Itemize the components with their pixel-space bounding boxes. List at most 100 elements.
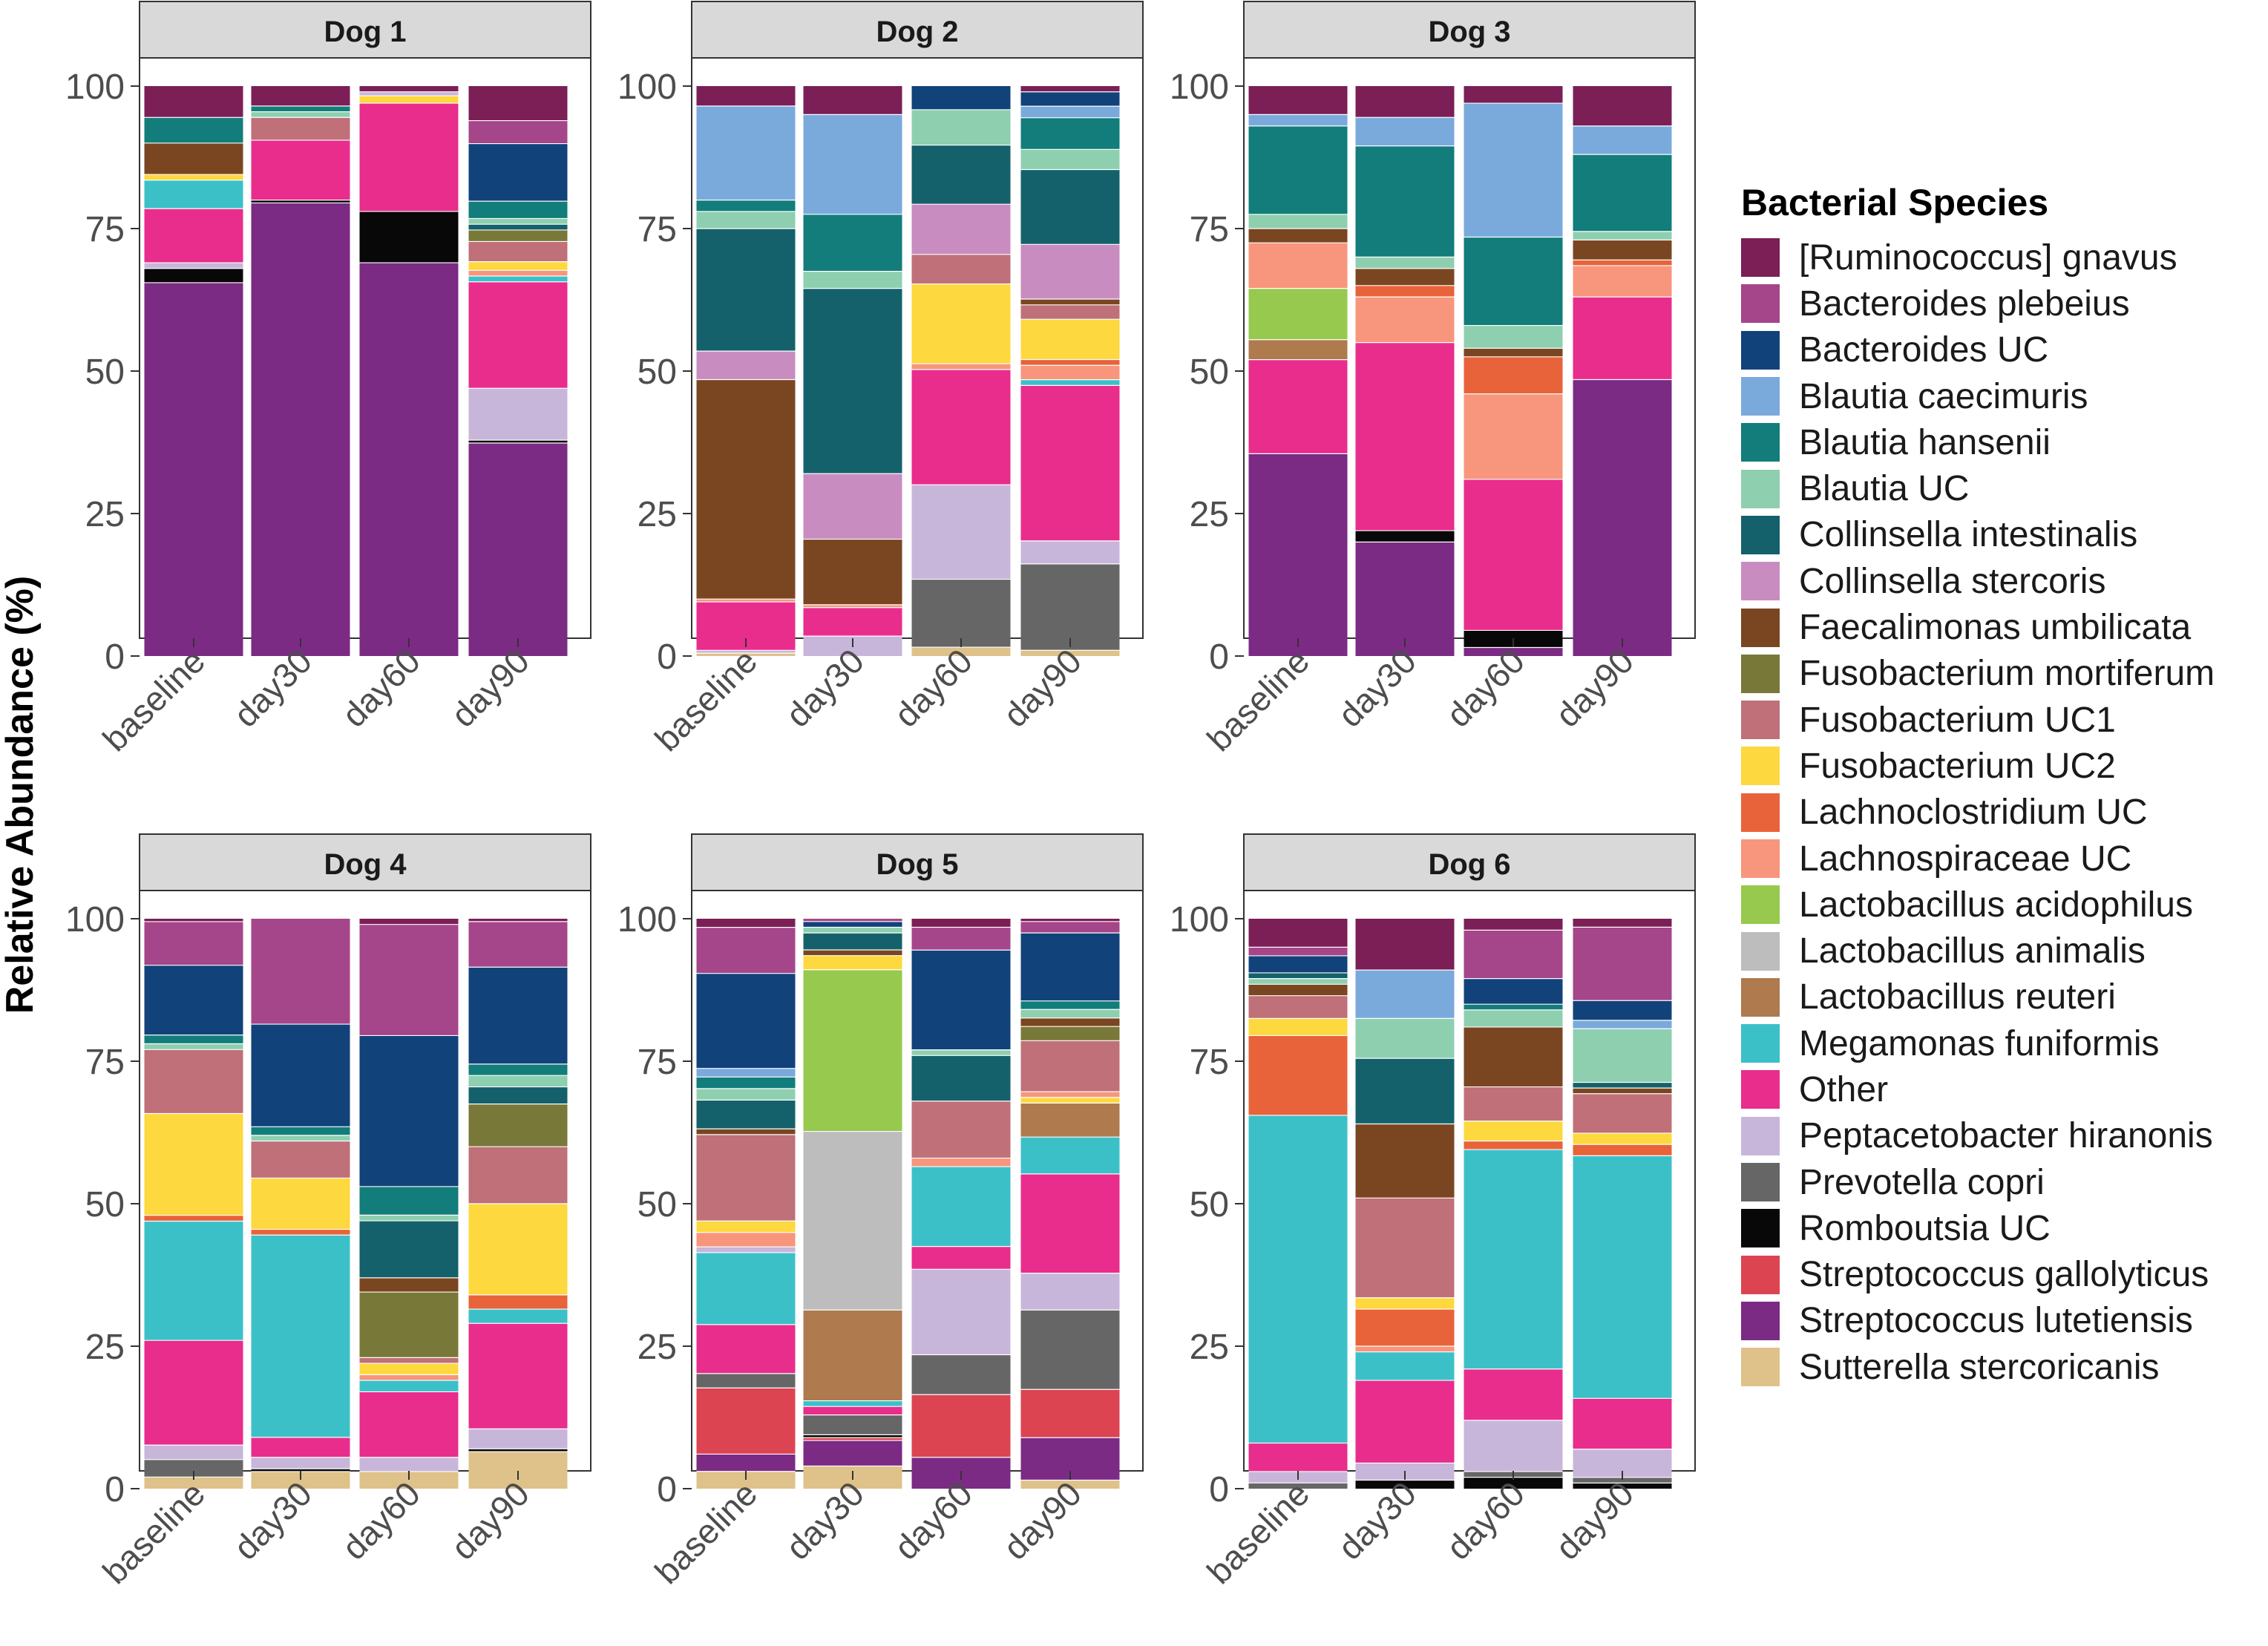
bar-segment-blautia-uc xyxy=(468,1075,568,1087)
legend-label: Streptococcus gallolyticus xyxy=(1799,1255,2209,1295)
bar-segment-streptococcus-lutetiensis xyxy=(1464,647,1563,656)
bar-segment-fusobacterium-uc2 xyxy=(359,96,459,104)
legend-swatch xyxy=(1741,885,1780,925)
bar-segment-ruminococcus-gnavus xyxy=(251,86,350,106)
bar-segment-blautia-uc xyxy=(1573,231,1672,240)
bar-segment-bacteroides-uc xyxy=(359,1035,459,1187)
panel-title: Dog 4 xyxy=(324,848,407,881)
bar-segment-streptococcus-lutetiensis xyxy=(1355,542,1455,656)
bar-segment-bacteroides-plebeius xyxy=(468,921,568,968)
y-tick-label: 0 xyxy=(1209,1470,1229,1509)
legend-item-collinsella-stercoris: Collinsella stercoris xyxy=(1741,558,2215,604)
bar-segment-blautia-caecimuris xyxy=(1464,103,1563,237)
bar-segment-lactobacillus-acidophilus xyxy=(803,969,902,1132)
y-tick-label: 50 xyxy=(85,1185,125,1224)
bar-segment-ruminococcus-gnavus xyxy=(144,86,243,118)
bar-segment-blautia-hansenii xyxy=(1020,1000,1120,1010)
bar-segment-blautia-caecimuris xyxy=(1573,125,1672,155)
legend-item-faecalimonas-umbilicata: Faecalimonas umbilicata xyxy=(1741,604,2215,650)
bar-segment-sutterella-stercoricanis xyxy=(359,1471,459,1489)
legend-swatch xyxy=(1741,238,1780,278)
legend-swatch xyxy=(1741,608,1780,647)
y-tick-label: 25 xyxy=(85,1328,125,1367)
bar-segment-fusobacterium-uc2 xyxy=(1248,1018,1348,1036)
bar-segment-blautia-uc xyxy=(803,271,902,289)
bar-segment-streptococcus-gallolyticus xyxy=(911,1394,1011,1458)
bar-segment-other xyxy=(1355,342,1455,531)
bar-segment-blautia-hansenii xyxy=(696,200,796,212)
bar-segment-peptacetobacter-hiranonis xyxy=(468,1429,568,1449)
bar-segment-ruminococcus-gnavus xyxy=(1020,919,1120,922)
bar-segment-fusobacterium-uc1 xyxy=(144,1049,243,1114)
bar-segment-bacteroides-plebeius xyxy=(803,919,902,922)
bar-segment-lachnoclostridium-uc xyxy=(144,1215,243,1222)
legend-label: Bacteroides UC xyxy=(1799,330,2049,370)
bar-segment-faecalimonas-umbilicata xyxy=(1355,268,1455,286)
bar-day90 xyxy=(468,919,568,1489)
bar-segment-peptacetobacter-hiranonis xyxy=(696,1247,796,1253)
bar-segment-streptococcus-lutetiensis xyxy=(1248,453,1348,656)
bar-segment-sutterella-stercoricanis xyxy=(144,1477,243,1489)
bar-segment-other xyxy=(1248,359,1348,454)
legend-item-fusobacterium-uc2: Fusobacterium UC2 xyxy=(1741,743,2215,789)
bar-segment-blautia-hansenii xyxy=(1355,145,1455,258)
bar-segment-blautia-caecimuris xyxy=(1573,1020,1672,1029)
bar-segment-sutterella-stercoricanis xyxy=(1020,1480,1120,1489)
legend-swatch xyxy=(1741,1116,1780,1155)
bar-segment-fusobacterium-uc1 xyxy=(1020,304,1120,320)
panel-title: Dog 3 xyxy=(1428,16,1510,48)
bar-segment-fusobacterium-mortiferum xyxy=(1020,1026,1120,1041)
bar-segment-collinsella-intestinalis xyxy=(1573,1082,1672,1089)
bar-segment-bacteroides-plebeius xyxy=(911,927,1011,951)
bar-segment-faecalimonas-umbilicata xyxy=(696,1129,796,1135)
bar-segment-blautia-hansenii xyxy=(144,1035,243,1044)
bar-segment-megamonas-funiformis xyxy=(468,276,568,282)
y-tick-label: 100 xyxy=(65,68,125,107)
legend-label: Faecalimonas umbilicata xyxy=(1799,608,2192,648)
bar-segment-blautia-hansenii xyxy=(359,1186,459,1216)
legend-swatch xyxy=(1741,1070,1780,1109)
legend-label: Bacteroides plebeius xyxy=(1799,283,2130,324)
bar-segment-lachnospiraceae-uc xyxy=(1020,365,1120,380)
bar-segment-fusobacterium-uc1 xyxy=(696,1134,796,1222)
bar-day90 xyxy=(468,86,568,656)
legend-label: Blautia caecimuris xyxy=(1799,376,2088,416)
bar-segment-blautia-caecimuris xyxy=(1355,117,1455,146)
legend-swatch xyxy=(1741,469,1780,508)
bar-segment-romboutsia-uc xyxy=(1355,531,1455,542)
bar-segment-peptacetobacter-hiranonis xyxy=(144,1445,243,1460)
legend-swatch xyxy=(1741,1255,1780,1294)
bar-segment-other xyxy=(359,103,459,212)
bar-segment-lachnoclostridium-uc xyxy=(1020,359,1120,366)
bar-segment-blautia-caecimuris xyxy=(1020,106,1120,118)
bar-segment-bacteroides-uc xyxy=(468,967,568,1064)
bar-segment-blautia-hansenii xyxy=(1248,125,1348,214)
bar-segment-bacteroides-plebeius xyxy=(1464,930,1563,979)
bar-segment-ruminococcus-gnavus xyxy=(1248,86,1348,115)
bar-segment-ruminococcus-gnavus xyxy=(144,919,243,922)
bar-segment-blautia-caecimuris xyxy=(1248,114,1348,126)
legend-item-lactobacillus-animalis: Lactobacillus animalis xyxy=(1741,928,2215,974)
bar-segment-peptacetobacter-hiranonis xyxy=(911,485,1011,580)
bar-segment-megamonas-funiformis xyxy=(251,1235,350,1437)
bar-segment-peptacetobacter-hiranonis xyxy=(144,263,243,269)
legend-label: Fusobacterium mortiferum xyxy=(1799,654,2215,694)
legend-swatch xyxy=(1741,793,1780,832)
bar-baseline xyxy=(144,919,243,1489)
y-tick-label: 50 xyxy=(638,353,677,392)
bar-segment-blautia-uc xyxy=(251,111,350,118)
bar-segment-prevotella-copri xyxy=(1248,1483,1348,1489)
panel-strip xyxy=(691,833,1144,891)
bar-segment-ruminococcus-gnavus xyxy=(1464,919,1563,931)
bar-segment-faecalimonas-umbilicata xyxy=(1248,984,1348,996)
bar-segment-other xyxy=(1464,479,1563,631)
bar-segment-collinsella-intestinalis xyxy=(1355,1058,1455,1124)
legend-swatch xyxy=(1741,977,1780,1017)
bar-segment-fusobacterium-uc2 xyxy=(468,1204,568,1295)
bar-segment-streptococcus-lutetiensis xyxy=(1573,379,1672,656)
legend-item-fusobacterium-mortiferum: Fusobacterium mortiferum xyxy=(1741,651,2215,697)
bar-segment-collinsella-intestinalis xyxy=(1248,972,1348,979)
bar-segment-blautia-hansenii xyxy=(1464,1004,1563,1010)
bar-segment-fusobacterium-uc1 xyxy=(468,241,568,262)
bar-segment-blautia-uc xyxy=(1248,214,1348,229)
